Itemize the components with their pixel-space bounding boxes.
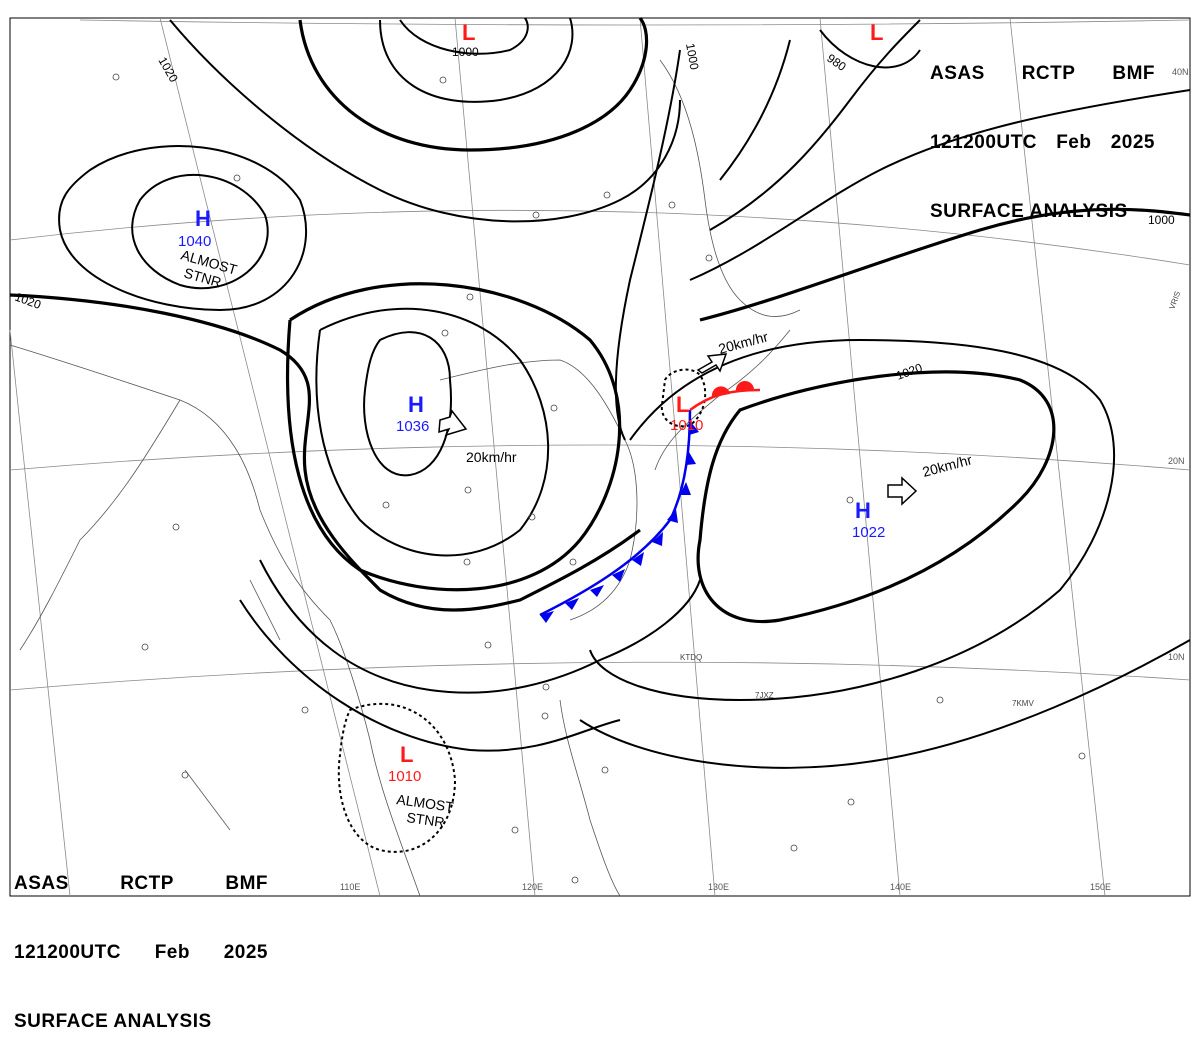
header-code: BMF [1112,63,1155,84]
header-line-1: ASAS RCTP BMF [930,62,1155,85]
lat-label: 20N [1168,456,1185,466]
motion-arrows [438,353,918,506]
high-1036: H 1036 20km/hr [396,392,517,465]
isobar-label-nw-lower: 1020 [13,290,43,312]
lon-label: 140E [890,882,911,892]
header-year: 2025 [223,942,268,963]
lon-label: 150E [1090,882,1111,892]
header-line-3: SURFACE ANALYSIS [14,1011,212,1032]
header-month: Feb [154,942,190,963]
lon-label: 110E [340,882,360,892]
low-980: L [870,20,883,45]
isobar-label-nw-upper: 1020 [155,55,181,85]
header-bottom-left: ASAS RCTP BMF 121200UTC Feb 2025 SURFACE… [14,826,268,1056]
low-pressure-value: 1010 [670,417,703,434]
high-pressure-value: 1040 [178,233,211,250]
isobar-label-center-east: 1020 [894,360,924,382]
header-line-1: ASAS RCTP BMF [14,872,268,895]
isobar-label-n-low: 1000 [452,45,479,59]
header-line-2: 121200UTC Feb 2025 [14,941,268,964]
almost-stnr-label: STNR [406,809,446,830]
low-1000: L [462,20,475,45]
header-station: RCTP [1021,63,1076,84]
low-symbol: L [870,20,883,45]
almost-stnr-label: ALMOST [396,791,456,815]
longitude-labels: 110E 120E 130E 140E 150E [340,882,1111,892]
header-month: Feb [1056,132,1092,153]
header-time: 121200UTC [930,132,1037,153]
lat-label: 10N [1168,652,1185,662]
high-1040: H 1040 ALMOST STNR [178,206,239,290]
motion-speed-label: 20km/hr [466,449,517,465]
station-markers [112,73,1086,884]
isobar-label-n-mid: 1000 [683,42,701,71]
lon-label: 130E [708,882,729,892]
isobars [9,16,1191,853]
map-frame [9,17,1191,897]
header-product: ASAS [14,873,69,894]
header-line-3: SURFACE ANALYSIS [930,201,1128,222]
low-symbol: L [676,392,689,417]
high-1022: H 1022 20km/hr [852,451,974,541]
high-pressure-value: 1036 [396,418,429,435]
motion-speed-label: 20km/hr [921,451,974,480]
low-1010-east-china-sea: L 1010 [670,392,703,434]
header-top-right: ASAS RCTP BMF 121200UTC Feb 2025 SURFACE… [930,16,1155,246]
low-1010-sw: L 1010 ALMOST STNR [388,742,455,830]
station-code: 7KMV [1012,699,1034,708]
station-code: VRIS [1167,290,1182,311]
high-symbol: H [855,498,871,523]
surface-analysis-map: 1020 1020 1000 980 1000 1000 1020 H 1040… [9,16,1191,897]
latitude-labels: 20N 10N 40N [1168,67,1189,662]
lon-label: 120E [522,882,543,892]
header-line-2: 121200UTC Feb 2025 [930,131,1155,154]
header-year: 2025 [1110,132,1155,153]
high-symbol: H [195,206,211,231]
header-time: 121200UTC [14,942,121,963]
front-lines [539,380,761,623]
high-pressure-value: 1022 [852,524,885,541]
low-symbol: L [462,20,475,45]
header-product: ASAS [930,63,985,84]
header-code: BMF [225,873,268,894]
graticule [9,17,1191,897]
header-station: RCTP [120,873,174,894]
lat-label: 40N [1172,67,1189,77]
station-code: 7JXZ [755,691,774,700]
low-symbol: L [400,742,413,767]
high-symbol: H [408,392,424,417]
isobar-label-ne-right: 1000 [1148,213,1175,227]
low-pressure-value: 1010 [388,768,421,785]
station-code: KTDQ [680,653,702,662]
